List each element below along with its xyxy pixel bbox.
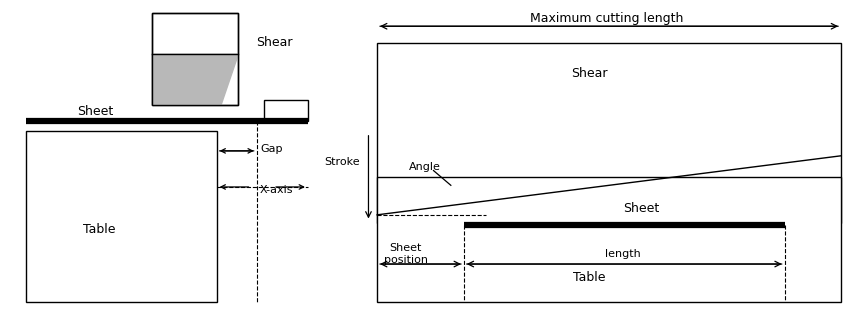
Text: Angle: Angle	[409, 162, 441, 172]
Bar	[264, 100, 308, 121]
Text: Sheet: Sheet	[77, 105, 114, 118]
Text: Table: Table	[83, 223, 116, 236]
Polygon shape	[152, 54, 238, 105]
Bar	[26, 131, 217, 302]
Text: Table: Table	[573, 271, 606, 284]
Bar	[377, 43, 841, 223]
Text: Sheet: Sheet	[623, 202, 660, 215]
Text: X-axis: X-axis	[260, 185, 294, 195]
Text: Shear: Shear	[256, 36, 292, 49]
Text: Sheet
position: Sheet position	[384, 243, 427, 265]
Bar	[152, 13, 238, 105]
Bar	[377, 177, 841, 302]
Text: length: length	[604, 249, 641, 259]
Text: Maximum cutting length: Maximum cutting length	[531, 11, 683, 25]
Bar	[152, 13, 238, 105]
Text: Stroke: Stroke	[324, 157, 360, 167]
Text: Shear: Shear	[571, 67, 608, 80]
Text: Gap: Gap	[260, 144, 283, 154]
